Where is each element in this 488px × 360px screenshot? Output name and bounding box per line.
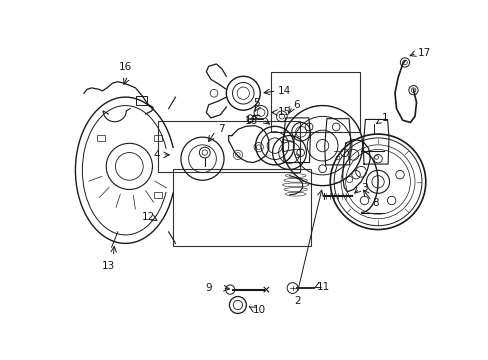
Text: 11: 11 <box>317 282 330 292</box>
Bar <box>158 121 299 172</box>
Text: 1: 1 <box>376 113 388 123</box>
Bar <box>154 135 161 141</box>
Text: 9: 9 <box>204 283 211 293</box>
Bar <box>154 192 161 198</box>
Text: 12: 12 <box>142 212 155 222</box>
Text: 6: 6 <box>293 100 299 110</box>
Text: 3: 3 <box>360 183 367 193</box>
Text: 10: 10 <box>253 305 266 315</box>
Text: 17: 17 <box>417 48 430 58</box>
Text: 14: 14 <box>277 86 290 96</box>
Bar <box>136 95 147 105</box>
Text: 16: 16 <box>119 62 132 72</box>
Text: 4: 4 <box>153 150 160 160</box>
Text: 8: 8 <box>372 198 379 208</box>
Bar <box>173 169 310 246</box>
Text: 13: 13 <box>102 261 115 271</box>
Text: 5: 5 <box>253 98 259 108</box>
Bar <box>271 72 359 132</box>
Text: 2: 2 <box>293 296 300 306</box>
Text: 18: 18 <box>244 116 258 126</box>
Text: 7: 7 <box>218 125 224 134</box>
Text: 15: 15 <box>277 108 290 117</box>
Bar <box>97 135 104 141</box>
